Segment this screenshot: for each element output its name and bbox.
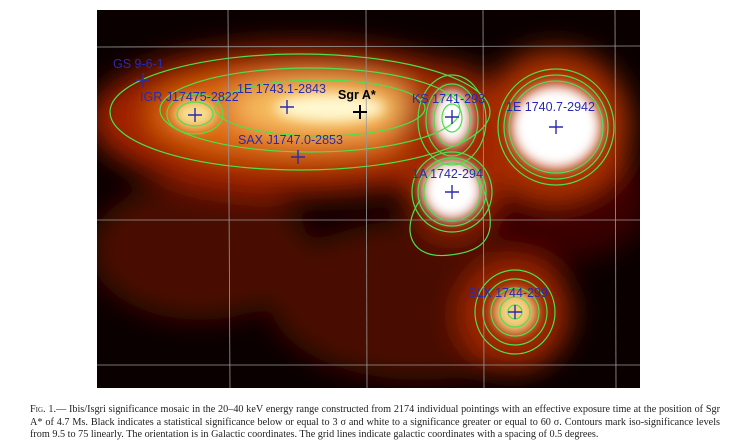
source-label: IGR J17475-2822 [140, 90, 239, 104]
contours [109, 53, 615, 355]
caption-label: Fig. 1.— [30, 404, 67, 415]
significance-map [97, 10, 640, 388]
source-label: 1E 1740.7-2942 [506, 100, 595, 114]
source-label: 1E 1743.1-2843 [237, 82, 326, 96]
caption-text: Ibis/Isgri significance mosaic in the 20… [30, 404, 720, 440]
source-label: KS 1741-293 [412, 92, 485, 106]
mosaic-figure: GS 9-6-1 IGR J17475-2822 1E 1743.1-2843 … [97, 10, 640, 388]
source-label: SLX 1744-299 [468, 286, 548, 300]
source-label: 1A 1742-294 [412, 167, 483, 181]
source-label: Sgr A* [338, 88, 376, 102]
caption: Fig. 1.— Ibis/Isgri significance mosaic … [30, 404, 720, 442]
source-markers [136, 73, 563, 319]
grid-lines [97, 10, 640, 388]
source-label: GS 9-6-1 [113, 57, 164, 71]
source-label: SAX J1747.0-2853 [238, 133, 343, 147]
